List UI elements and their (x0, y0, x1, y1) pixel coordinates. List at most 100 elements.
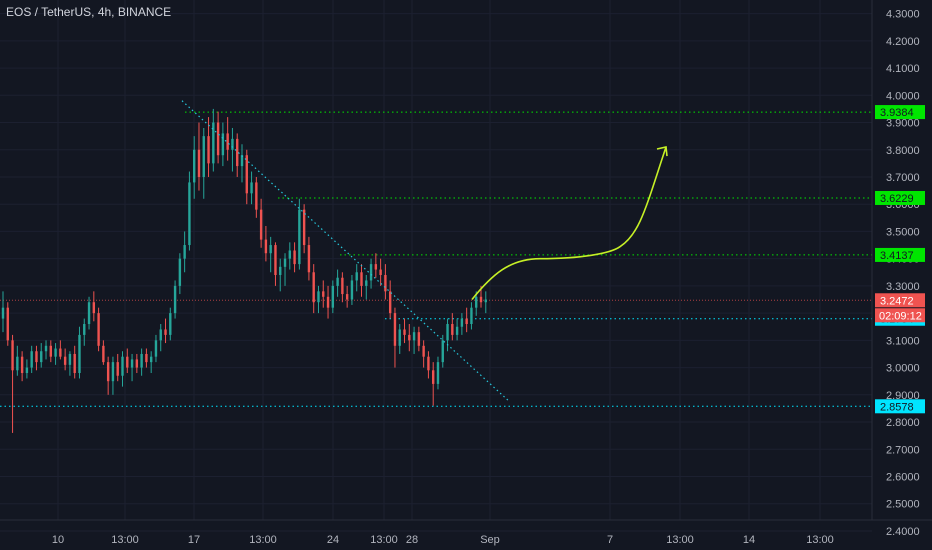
candle (412, 326, 416, 354)
level-price-label: 3.9384 (880, 107, 914, 119)
y-tick-label: 2.7000 (886, 444, 920, 456)
candle-body (255, 182, 258, 210)
candle (226, 117, 229, 161)
candle-body (68, 353, 72, 365)
candle-body (159, 329, 162, 341)
candle-body (441, 340, 444, 363)
candle (302, 204, 306, 254)
candle-body (169, 313, 172, 335)
candle-body (446, 324, 449, 341)
candle-body (30, 351, 33, 368)
candle (178, 253, 182, 295)
x-tick-label: 13:00 (666, 534, 694, 546)
projection-curve[interactable] (471, 146, 667, 301)
candle (422, 340, 425, 368)
candle-body (188, 182, 191, 246)
candle (345, 285, 349, 308)
price-labels: 3.93843.62293.41373.17942.85783.247202:0… (875, 105, 925, 414)
candle-body (307, 245, 311, 273)
candle-body (130, 359, 134, 368)
candle (360, 264, 363, 297)
candle (25, 359, 29, 379)
candle (369, 258, 373, 289)
projection-arrowhead (656, 146, 668, 157)
candle (231, 127, 234, 172)
candle-body (193, 149, 196, 183)
candle (173, 280, 177, 319)
candlesticks (1, 108, 487, 433)
candle-body (408, 334, 411, 341)
candle-body (73, 353, 76, 374)
candle (245, 149, 248, 205)
candle (78, 326, 81, 379)
candle-body (388, 291, 392, 314)
candle (1, 291, 5, 333)
horizontal-levels[interactable] (0, 111, 872, 407)
candle (365, 275, 368, 300)
countdown-label: 02:09:12 (879, 310, 922, 322)
candle-body (269, 245, 272, 254)
time-axis[interactable]: 10 13:00 17 13:00 24 13:00 28 Sep 7 13:00 14 13:00 (0, 519, 932, 546)
candle-body (322, 291, 325, 297)
level-price-label: 3.4137 (880, 250, 914, 262)
candle-body (484, 299, 487, 303)
candle-body (355, 272, 358, 281)
candle (188, 171, 191, 251)
candle (102, 340, 105, 365)
candle (355, 264, 358, 292)
y-tick-label: 3.0000 (886, 363, 920, 375)
candle-body (59, 348, 62, 357)
candle-body (78, 334, 81, 374)
candle (298, 198, 301, 270)
candle (193, 136, 196, 199)
candle-body (111, 362, 115, 382)
descending-trendline[interactable] (181, 100, 509, 401)
level-price-tag (875, 399, 925, 414)
candle-body (145, 353, 148, 363)
candle-body (398, 329, 401, 346)
candle-body (374, 264, 378, 270)
candle-body (216, 122, 220, 156)
candle (250, 171, 253, 205)
candle-body (1, 307, 5, 319)
candle-body (264, 239, 268, 254)
candle-body (92, 302, 96, 314)
symbol-title: EOS / TetherUS, 4h, BINANCE (6, 5, 172, 19)
candle-body (97, 313, 100, 346)
candle-body (250, 182, 253, 194)
candle-body (369, 264, 373, 281)
candle-body (54, 348, 57, 357)
candle-body (121, 356, 124, 376)
candle-body (432, 370, 435, 384)
candle (183, 231, 186, 273)
candle (145, 348, 148, 368)
candle-body (236, 138, 239, 167)
candle-body (427, 356, 430, 371)
drawings[interactable] (181, 100, 668, 401)
candle (374, 253, 378, 278)
candle-body (451, 324, 454, 335)
candle-body (326, 296, 330, 308)
candle (59, 340, 62, 360)
candle (470, 302, 473, 330)
candle (264, 225, 268, 262)
candle (259, 198, 263, 248)
candle-body (412, 332, 416, 341)
candle-body (331, 285, 335, 308)
candle-body (207, 136, 210, 164)
candle-body (360, 272, 363, 286)
candle (20, 351, 24, 382)
x-tick-label: 7 (607, 534, 613, 546)
candle (436, 356, 440, 390)
candle (460, 313, 464, 335)
candle (441, 334, 444, 368)
candle-body (183, 245, 186, 259)
candle (236, 133, 239, 177)
candle (159, 324, 162, 352)
candle-body (455, 326, 459, 335)
y-tick-label: 3.3000 (886, 281, 920, 293)
candle (164, 318, 167, 344)
candle-body (470, 307, 473, 325)
candle (149, 351, 153, 374)
